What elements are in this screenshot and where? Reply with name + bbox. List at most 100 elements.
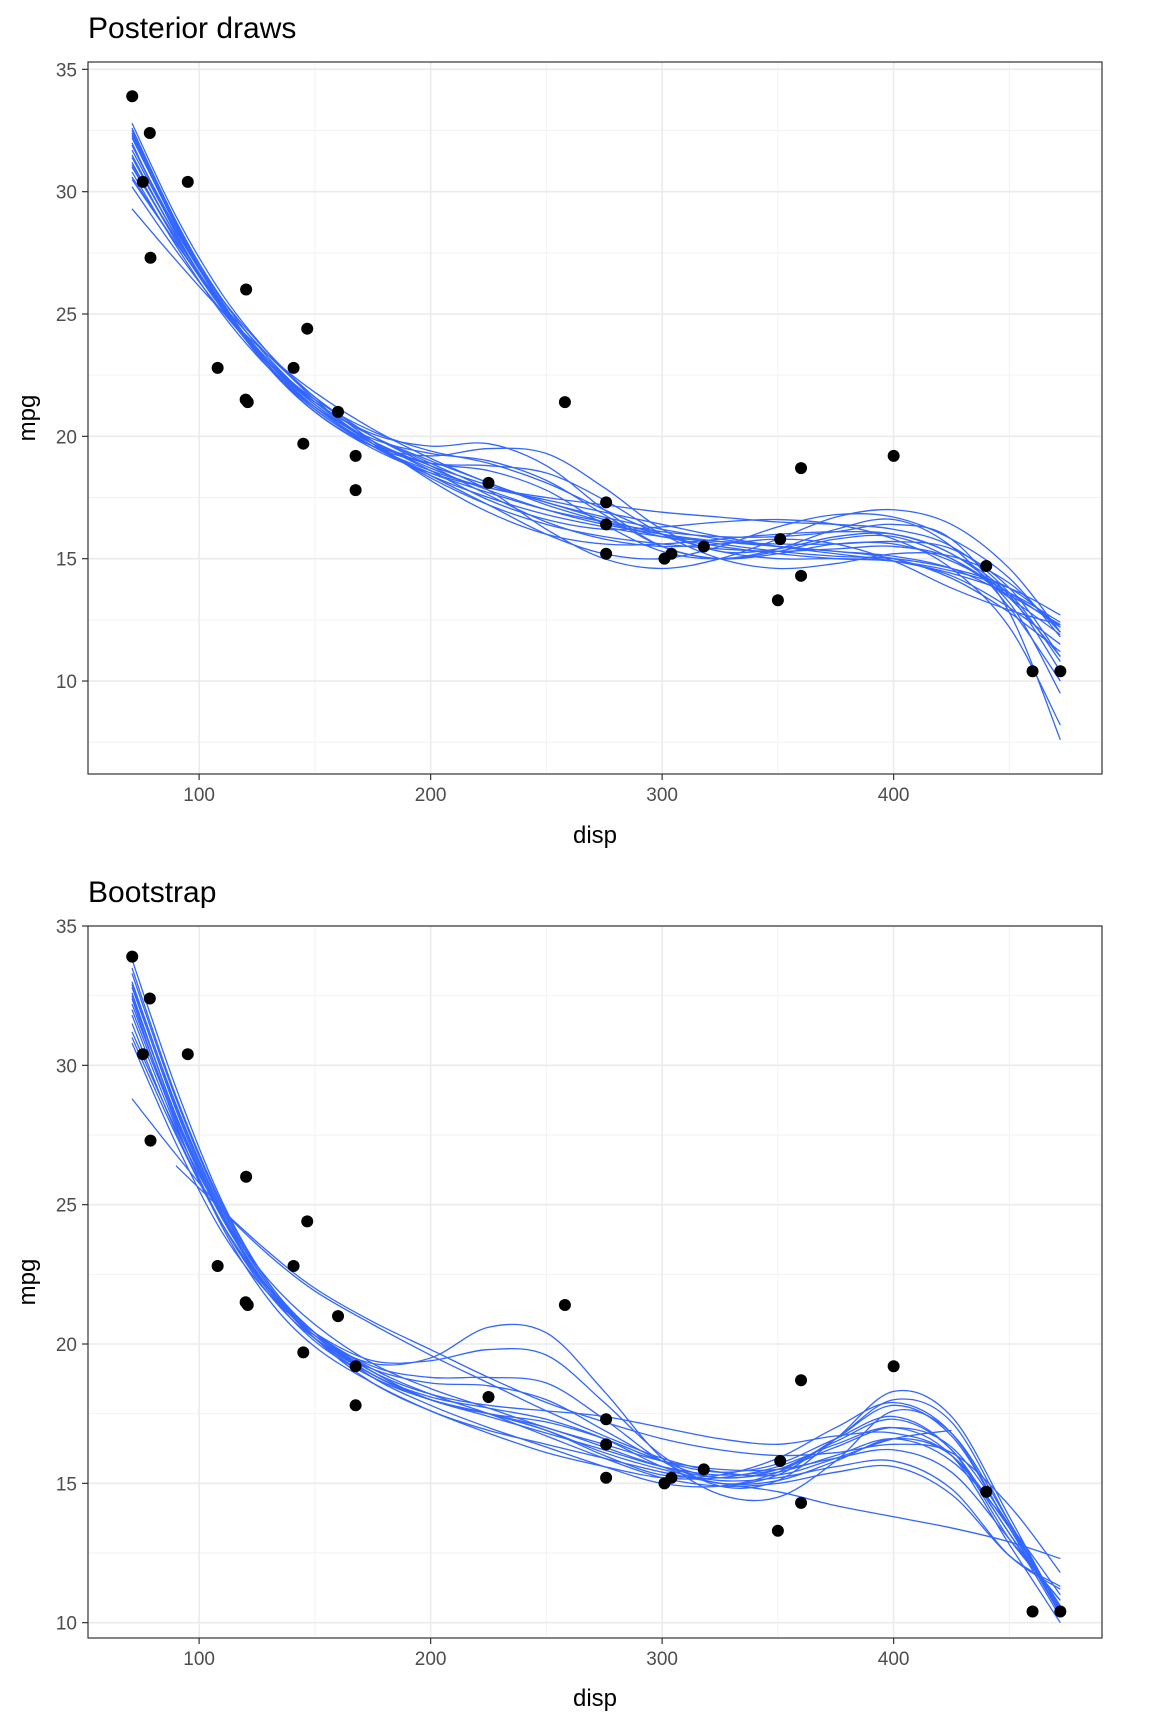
- y-tick-label: 15: [56, 550, 77, 571]
- data-point: [665, 547, 678, 560]
- x-tick-label: 200: [415, 1649, 447, 1670]
- data-point: [600, 547, 613, 560]
- y-axis-title: mpg: [14, 1259, 41, 1306]
- data-point: [558, 1298, 571, 1311]
- data-point: [771, 594, 784, 607]
- data-point: [1054, 1605, 1067, 1618]
- data-point: [240, 283, 253, 296]
- data-point: [240, 1170, 253, 1183]
- fit-line: [131, 164, 1061, 636]
- data-point: [143, 126, 156, 139]
- data-point: [136, 175, 149, 188]
- fit-line: [131, 144, 1061, 682]
- data-point: [136, 1048, 149, 1061]
- fit-line: [131, 981, 1061, 1618]
- y-tick-label: 30: [56, 183, 77, 204]
- data-point: [600, 1438, 613, 1451]
- data-point: [349, 484, 362, 497]
- y-tick-label: 25: [56, 1196, 77, 1217]
- y-tick-label: 35: [56, 60, 77, 81]
- x-tick-label: 300: [646, 1649, 678, 1670]
- panel-border: [87, 61, 1103, 775]
- data-point: [795, 462, 808, 475]
- data-point: [211, 1259, 224, 1272]
- data-point: [774, 1455, 787, 1468]
- fit-line: [131, 1031, 1061, 1601]
- x-axis-title: disp: [573, 1685, 617, 1712]
- data-point: [241, 1298, 254, 1311]
- data-point: [287, 1259, 300, 1272]
- y-tick-label: 10: [56, 672, 77, 693]
- fit-line: [131, 137, 1061, 653]
- data-point: [181, 1048, 194, 1061]
- y-tick-label: 35: [56, 917, 77, 938]
- chart-title: Bootstrap: [88, 876, 216, 909]
- x-tick-label: 200: [415, 785, 447, 806]
- fit-line: [131, 1042, 1061, 1612]
- fit-line: [131, 1098, 952, 1477]
- x-tick-label: 100: [183, 785, 215, 806]
- data-point: [297, 1346, 310, 1359]
- data-point: [349, 1399, 362, 1412]
- grid: [88, 62, 1102, 774]
- fit-lines: [131, 959, 1061, 1624]
- data-point: [600, 1413, 613, 1426]
- data-point: [887, 449, 900, 462]
- y-axis-title: mpg: [14, 395, 41, 442]
- data-point: [297, 437, 310, 450]
- fit-line: [131, 135, 1061, 633]
- fit-line: [131, 992, 1061, 1610]
- chart-posterior-draws: Posterior draws 100 200 300 400 10 15 20 25 30 35…: [14, 12, 1103, 849]
- data-point: [980, 1485, 993, 1498]
- y-tick-label: 25: [56, 305, 77, 326]
- data-point: [211, 361, 224, 374]
- data-point: [795, 1374, 808, 1387]
- data-point: [144, 251, 157, 264]
- data-point: [795, 569, 808, 582]
- data-point: [301, 322, 314, 335]
- data-point: [349, 1360, 362, 1373]
- data-point: [1026, 1605, 1039, 1618]
- data-point: [600, 518, 613, 531]
- axis-ticks: 100 200 300 400 10 15 20 25 30 35: [56, 917, 910, 1670]
- data-point: [287, 361, 300, 374]
- data-point: [558, 396, 571, 409]
- fit-line: [131, 1037, 1061, 1588]
- data-point: [332, 1310, 345, 1323]
- data-point: [600, 1471, 613, 1484]
- fit-line: [131, 142, 1061, 628]
- fit-line: [131, 122, 1061, 694]
- fit-line: [131, 130, 1061, 740]
- data-points: [126, 90, 1067, 678]
- y-tick-label: 15: [56, 1474, 77, 1495]
- data-point: [771, 1524, 784, 1537]
- data-point: [143, 992, 156, 1005]
- data-point: [774, 533, 787, 546]
- data-point: [144, 1134, 157, 1147]
- fit-line: [131, 1003, 1061, 1596]
- y-tick-label: 20: [56, 427, 77, 448]
- fit-line: [131, 973, 1061, 1560]
- x-tick-label: 400: [878, 785, 910, 806]
- data-point: [665, 1471, 678, 1484]
- data-point: [1054, 665, 1067, 678]
- data-point: [482, 1390, 495, 1403]
- data-point: [887, 1360, 900, 1373]
- data-point: [482, 476, 495, 489]
- x-axis-title: disp: [573, 822, 617, 849]
- data-point: [980, 560, 993, 573]
- y-tick-label: 20: [56, 1335, 77, 1356]
- grid: [88, 925, 1102, 1638]
- fit-line: [131, 1014, 1061, 1607]
- chart-title: Posterior draws: [88, 12, 296, 45]
- x-tick-label: 400: [878, 1649, 910, 1670]
- data-point: [349, 449, 362, 462]
- data-point: [126, 950, 139, 963]
- y-tick-label: 30: [56, 1056, 77, 1077]
- data-point: [697, 1463, 710, 1476]
- fit-line: [131, 1023, 1061, 1610]
- fit-line: [131, 959, 1061, 1615]
- fit-line: [131, 1009, 1061, 1612]
- fit-line: [131, 144, 1061, 657]
